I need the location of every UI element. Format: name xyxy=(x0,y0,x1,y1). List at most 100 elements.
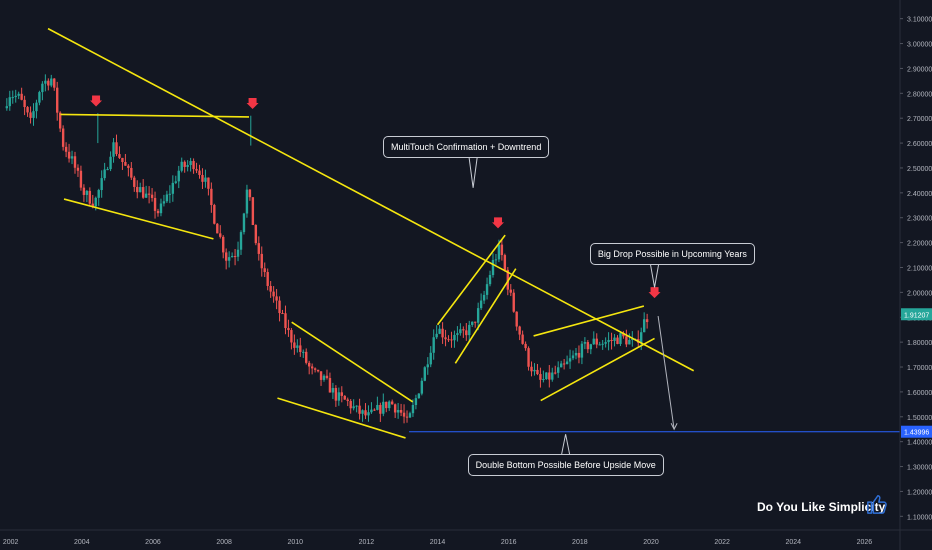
candle-body xyxy=(29,112,32,118)
y-tick-label: 1.20000 xyxy=(907,489,932,496)
y-tick-label: 2.20000 xyxy=(907,241,932,248)
candle-body xyxy=(207,177,210,189)
candle-body xyxy=(536,369,539,375)
candle-body xyxy=(503,255,507,270)
candle-body xyxy=(183,161,186,167)
slogan-text: Do You Like Simplicity xyxy=(757,500,886,514)
trend-line xyxy=(291,321,414,403)
y-tick-label: 2.00000 xyxy=(907,290,932,297)
candle-body xyxy=(497,244,501,260)
candle-body xyxy=(642,319,646,333)
annotation-callout[interactable]: Double Bottom Possible Before Upside Mov… xyxy=(467,454,664,477)
candle-body xyxy=(622,333,625,337)
down-arrow-marker xyxy=(90,95,103,107)
candle-body xyxy=(76,167,80,171)
candle-body xyxy=(405,416,409,418)
candle-body xyxy=(266,272,269,286)
candle-body xyxy=(640,332,643,343)
candle-body xyxy=(88,190,92,204)
candle-body xyxy=(358,405,361,414)
candle-body xyxy=(319,371,323,380)
candle-body xyxy=(331,388,335,393)
candle-body xyxy=(133,177,136,187)
candle-body xyxy=(70,156,74,159)
x-tick-label: 2010 xyxy=(287,539,303,546)
candle-body xyxy=(204,177,207,182)
price-axis[interactable]: 3.10000 3.00000 2.90000 2.80000 2.70000 2.600… xyxy=(899,0,932,550)
candle-body xyxy=(260,253,263,269)
down-arrow-marker xyxy=(648,287,661,299)
candle-body xyxy=(607,339,610,343)
y-tick-label: 3.00000 xyxy=(907,42,932,49)
candle-body xyxy=(551,372,554,380)
candle-body xyxy=(479,300,483,309)
candle-body xyxy=(41,83,44,93)
candle-body xyxy=(571,355,575,359)
candle-body xyxy=(201,174,204,182)
candle-body xyxy=(542,379,545,381)
markers-layer xyxy=(90,95,661,455)
y-tick-label: 1.80000 xyxy=(907,340,932,347)
candle-body xyxy=(50,78,53,86)
candle-body xyxy=(313,368,317,370)
y-tick-label: 1.50000 xyxy=(907,415,932,422)
candle-body xyxy=(124,162,127,166)
candle-body xyxy=(562,363,566,365)
x-tick-label: 2006 xyxy=(145,539,161,546)
candle-body xyxy=(322,375,326,380)
candle-body xyxy=(509,289,512,293)
candle-body xyxy=(515,311,518,327)
time-axis[interactable]: 2002 2004 2006 2008 2010 2012 2014 2016 2018 2020… xyxy=(0,529,932,546)
callout-pointer xyxy=(468,157,478,188)
candle-body xyxy=(592,338,595,345)
projection-arrow-head xyxy=(670,423,678,431)
candle-body xyxy=(595,338,598,345)
candle-body xyxy=(100,178,103,191)
candle-body xyxy=(402,412,406,417)
candle-body xyxy=(426,364,429,368)
y-tick-label: 2.50000 xyxy=(907,166,932,173)
candle-body xyxy=(293,342,296,348)
candle-body xyxy=(527,348,530,367)
candle-body xyxy=(227,257,231,261)
candle-body xyxy=(548,372,551,380)
candle-body xyxy=(35,102,38,112)
candle-body xyxy=(302,351,305,353)
candle-body xyxy=(488,275,492,285)
candle-body xyxy=(583,342,587,344)
candle-body xyxy=(82,187,86,195)
candle-body xyxy=(213,204,216,224)
candle-body xyxy=(162,201,166,204)
projection-arrow xyxy=(657,315,675,430)
candle-body xyxy=(568,358,572,362)
candle-body xyxy=(382,401,385,414)
x-tick-label: 2002 xyxy=(3,539,19,546)
candle-body xyxy=(14,95,17,98)
candle-body xyxy=(222,236,225,253)
trendlines-layer xyxy=(47,27,900,439)
candle-body xyxy=(118,154,121,158)
candle-body xyxy=(239,232,243,250)
y-tick-label: 2.70000 xyxy=(907,116,932,123)
annotation-callout[interactable]: MultiTouch Confirmation + Downtrend xyxy=(383,135,550,158)
candle-body xyxy=(156,210,160,214)
candle-body xyxy=(8,97,11,107)
candle-body xyxy=(278,300,281,314)
candle-body xyxy=(367,412,370,416)
annotation-callout[interactable]: Big Drop Possible in Upcoming Years xyxy=(589,242,755,265)
candle-body xyxy=(23,99,26,108)
candle-body xyxy=(242,213,246,233)
candle-body xyxy=(198,170,201,175)
x-tick-label: 2008 xyxy=(216,539,232,546)
candle-body xyxy=(121,157,124,163)
candle-body xyxy=(73,156,77,168)
candle-body xyxy=(482,294,486,301)
candle-body xyxy=(180,161,183,171)
candle-body xyxy=(58,112,62,129)
candle-body xyxy=(598,344,601,346)
candle-body xyxy=(577,352,581,358)
candle-body xyxy=(476,308,480,323)
candles-layer xyxy=(5,74,649,424)
candle-body xyxy=(435,333,438,338)
